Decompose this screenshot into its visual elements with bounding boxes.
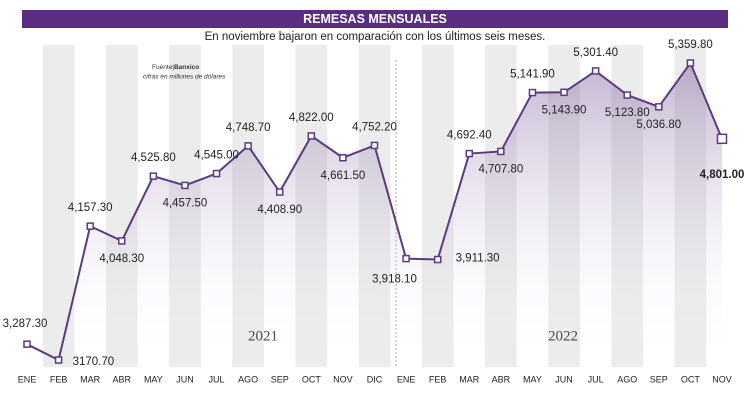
source-name: Banxico (174, 64, 199, 71)
point (86, 222, 94, 230)
value-label: 4,752.20 (352, 121, 397, 133)
value-label: 4,457.50 (163, 197, 208, 209)
x-tick-label: SEP (650, 374, 668, 384)
point (54, 356, 63, 364)
value-label: 4,408.90 (257, 204, 302, 216)
x-tick-label: MAY (144, 374, 163, 384)
x-tick-label: NOV (712, 374, 732, 384)
point (497, 147, 505, 156)
point (370, 141, 379, 150)
note: cifras en millones de dólares (143, 74, 226, 81)
value-label: 4,707.80 (478, 163, 523, 175)
value-label: 4,748.70 (226, 122, 271, 134)
value-label: 4,157.30 (68, 202, 113, 214)
subtitle: En noviembre bajaron en comparación con … (205, 31, 546, 43)
value-label: 5,036.80 (636, 119, 681, 131)
point (465, 149, 474, 158)
x-tick-label: OCT (302, 374, 322, 384)
point (655, 103, 663, 111)
value-label: 4,545.00 (194, 150, 239, 162)
point (402, 254, 410, 263)
x-tick-label: OCT (681, 374, 701, 384)
title-bar (22, 10, 728, 28)
x-tick-label: MAR (80, 374, 101, 384)
point (23, 340, 31, 348)
x-tick-label: AGO (617, 374, 637, 384)
point (212, 169, 221, 178)
point (244, 142, 252, 150)
value-label: 4,822.00 (289, 112, 334, 124)
x-tick-label: NOV (333, 374, 353, 384)
x-tick-label: DIC (367, 374, 383, 384)
value-label: 4,801.00 (700, 169, 745, 181)
value-label: 4,661.50 (321, 170, 366, 182)
chart-title: REMESAS MENSUALES (303, 12, 447, 26)
x-tick-label: JUL (209, 374, 225, 384)
value-label: 5,143.90 (542, 104, 587, 116)
value-label: 5,301.40 (573, 47, 618, 59)
value-label: 5,359.80 (668, 39, 713, 51)
point (181, 181, 189, 190)
value-label: 4,692.40 (447, 130, 492, 142)
x-tick-label: ABR (113, 374, 132, 384)
point (528, 88, 537, 97)
value-label: 4,525.80 (131, 152, 176, 164)
x-tick-label: JUL (588, 374, 604, 384)
value-label: 4,048.30 (99, 253, 144, 265)
point (339, 153, 347, 162)
x-tick-label: AGO (238, 374, 258, 384)
point (686, 59, 695, 67)
x-tick-label: ENE (397, 374, 416, 384)
value-label: 5,123.80 (605, 107, 650, 119)
source-label: Fuente| (152, 64, 174, 71)
x-tick-label: FEB (50, 374, 68, 384)
area (27, 63, 722, 367)
point (433, 255, 442, 264)
point (560, 88, 568, 97)
value-label: 5,141.90 (510, 69, 555, 81)
x-tick-label: FEB (429, 374, 447, 384)
point (591, 67, 600, 75)
x-tick-label: JUN (176, 374, 194, 384)
point (623, 91, 631, 99)
value-label: 3,287.30 (3, 318, 48, 330)
source: Fuente|Banxico (152, 64, 199, 71)
point (307, 132, 316, 140)
point (716, 133, 728, 145)
x-tick-label: MAR (459, 374, 480, 384)
x-tick-label: MAY (523, 374, 542, 384)
x-tick-label: JUN (555, 374, 573, 384)
point (275, 188, 284, 196)
point (149, 172, 158, 180)
value-label: 3,918.10 (372, 274, 417, 286)
value-label: 3,911.30 (456, 253, 500, 265)
x-tick-label: ABR (492, 374, 511, 384)
x-tick-label: SEP (271, 374, 289, 384)
x-tick-label: ENE (18, 374, 37, 384)
point (118, 237, 126, 245)
value-label: 3170.70 (73, 356, 115, 368)
